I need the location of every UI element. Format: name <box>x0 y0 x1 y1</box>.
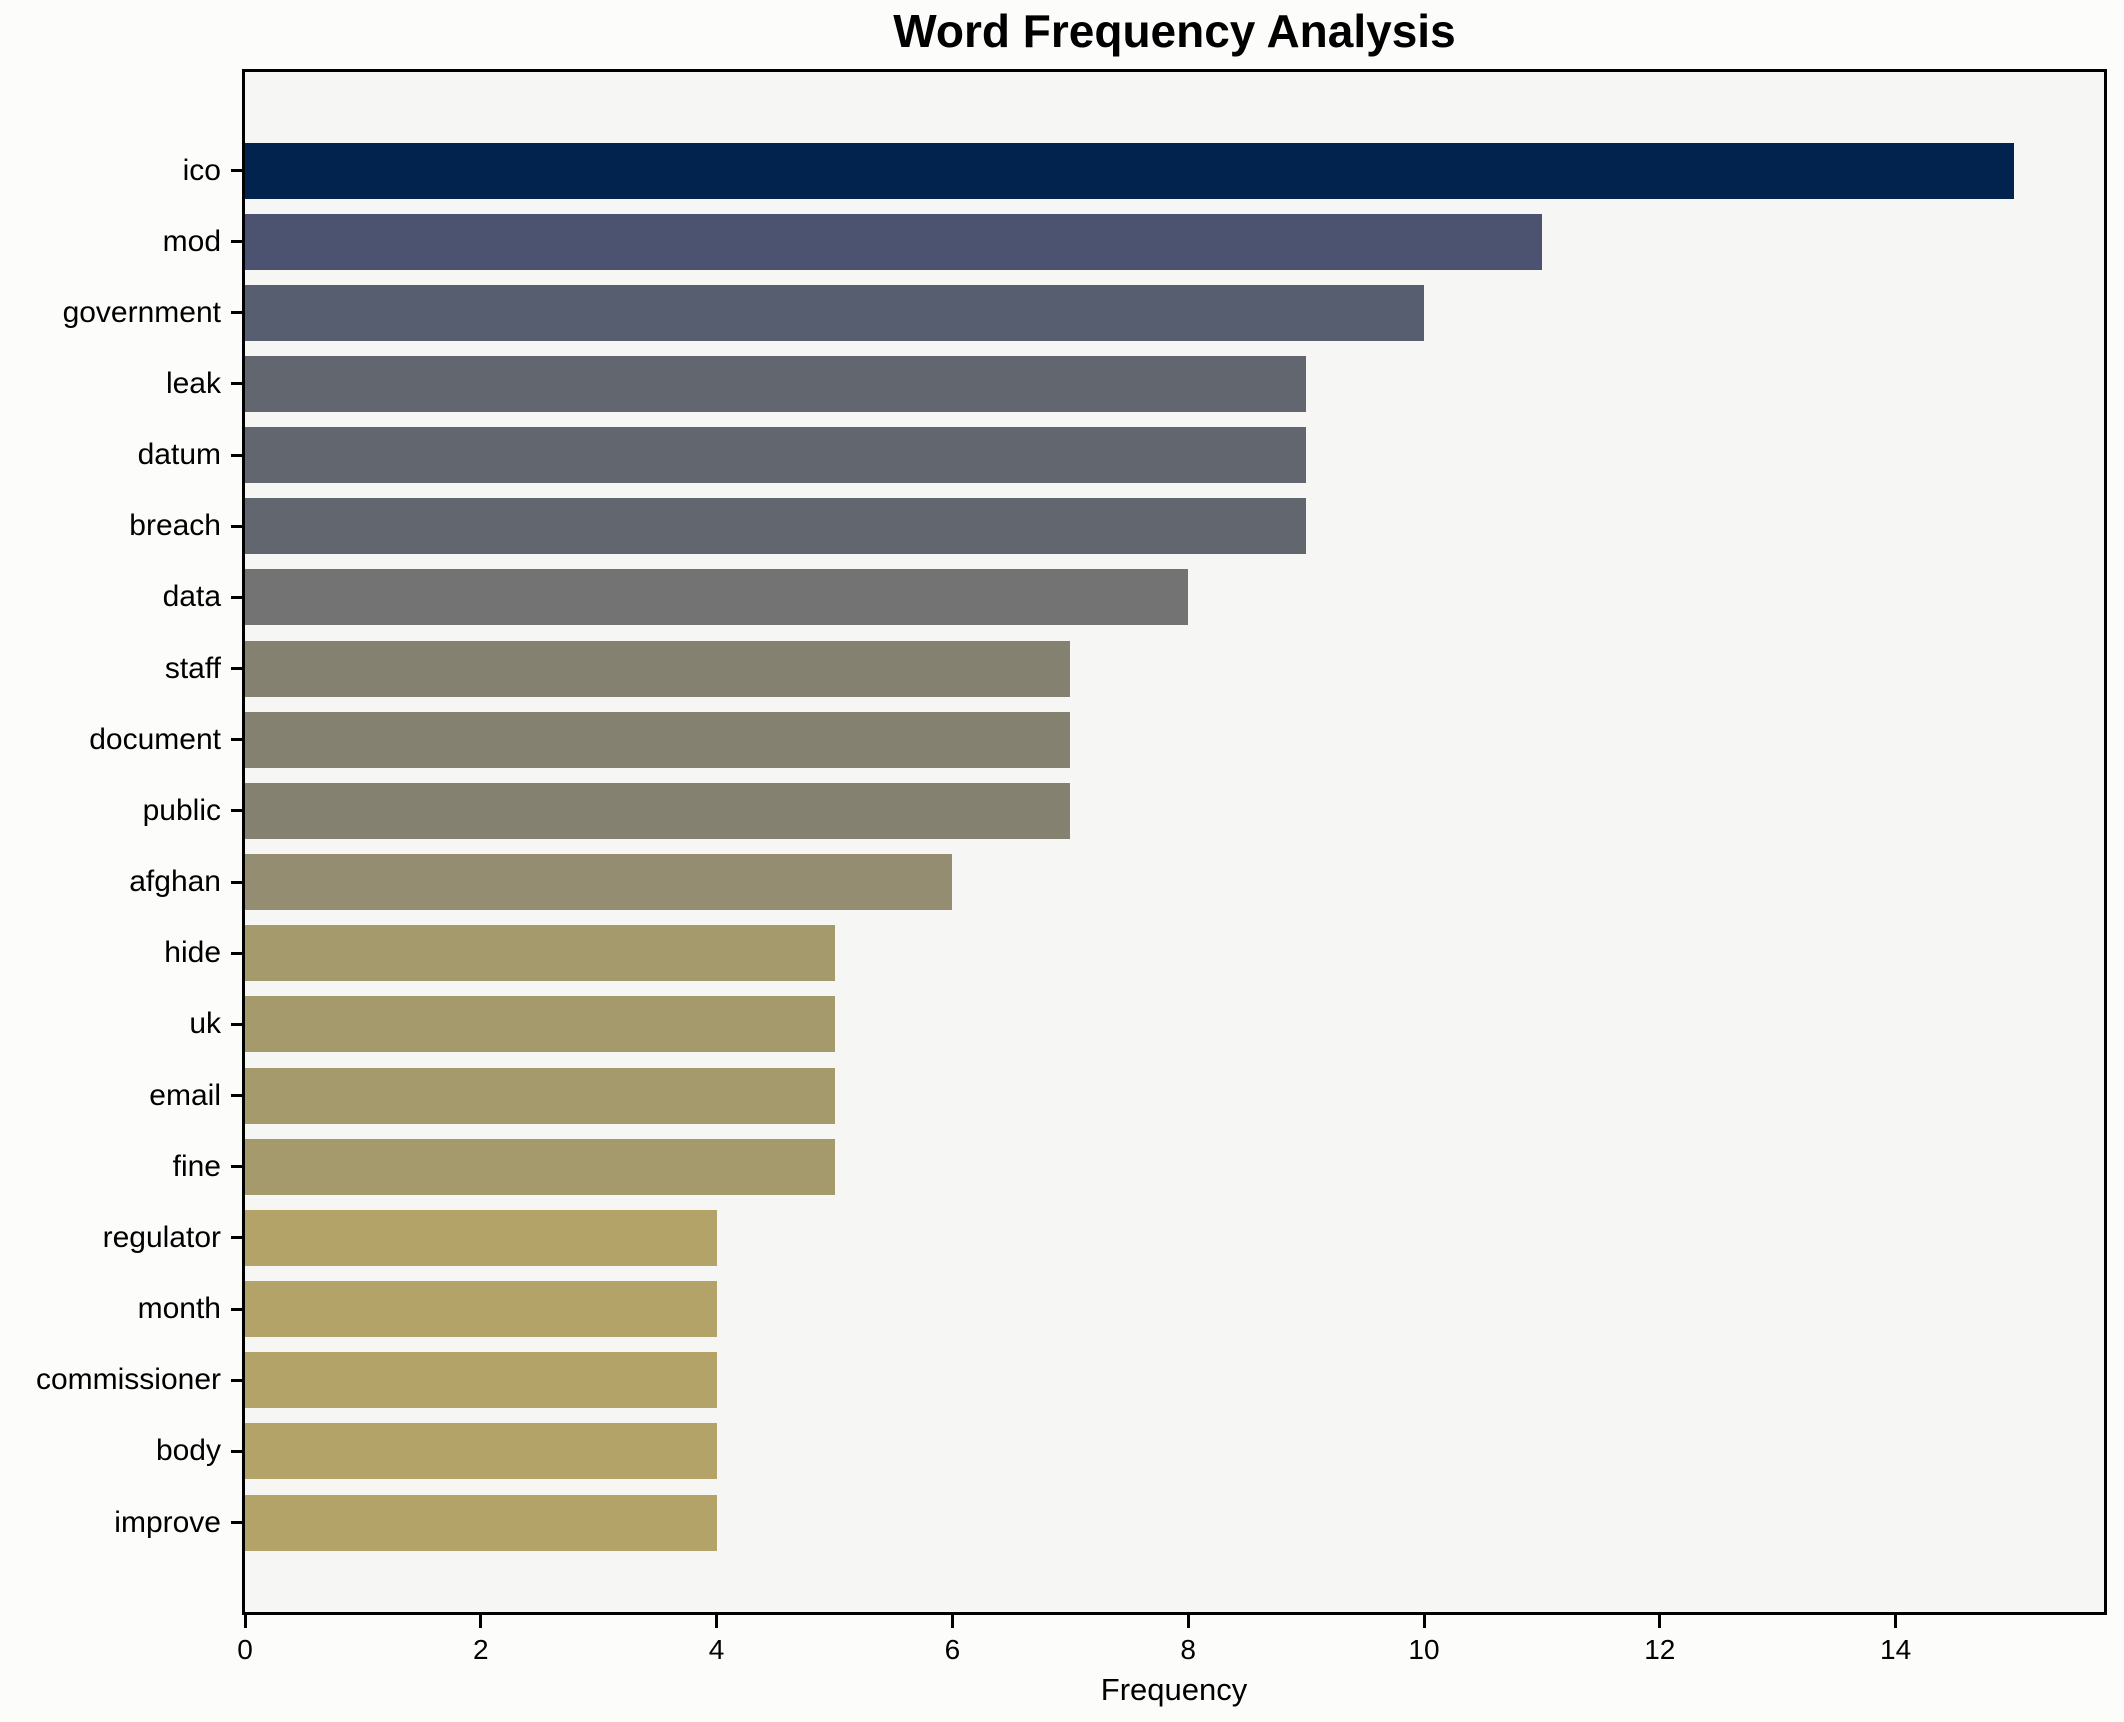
bar-afghan <box>245 854 952 911</box>
bar-document <box>245 711 1070 768</box>
y-tick-label-fine: fine <box>172 1149 221 1183</box>
x-tick <box>479 1615 483 1628</box>
bar-ico <box>245 142 2014 199</box>
bar-body <box>245 1423 717 1480</box>
y-tick <box>231 453 242 457</box>
x-tick-label: 6 <box>944 1634 961 1665</box>
y-tick-label-email: email <box>149 1078 221 1112</box>
x-tick-label: 8 <box>1180 1634 1196 1665</box>
x-tick <box>243 1615 247 1628</box>
y-tick-label-month: month <box>137 1292 221 1326</box>
bar-mod <box>245 213 1542 270</box>
y-tick-label-government: government <box>62 295 221 329</box>
y-tick <box>231 1521 242 1525</box>
bar-datum <box>245 427 1306 484</box>
bar-email <box>245 1067 835 1124</box>
x-tick <box>1186 1615 1190 1628</box>
y-tick-label-afghan: afghan <box>129 865 221 899</box>
y-tick-label-improve: improve <box>114 1505 221 1539</box>
y-tick-label-ico: ico <box>182 153 221 187</box>
x-tick <box>1894 1615 1898 1628</box>
y-tick <box>231 951 242 955</box>
bar-hide <box>245 925 835 982</box>
bar-regulator <box>245 1209 717 1266</box>
x-tick-label: 10 <box>1408 1634 1440 1665</box>
bar-fine <box>245 1138 835 1195</box>
x-tick-label: 12 <box>1644 1634 1676 1665</box>
y-tick-label-document: document <box>89 722 221 756</box>
x-tick <box>715 1615 719 1628</box>
y-tick <box>231 1022 242 1026</box>
x-tick <box>950 1615 954 1628</box>
y-tick <box>231 595 242 599</box>
bar-improve <box>245 1494 717 1551</box>
x-tick-label: 2 <box>473 1634 489 1665</box>
y-tick-label-staff: staff <box>164 651 221 685</box>
bar-government <box>245 284 1424 341</box>
y-tick-label-datum: datum <box>137 438 221 472</box>
bar-data <box>245 569 1188 626</box>
y-tick <box>231 524 242 528</box>
x-axis-label: Frequency <box>1100 1672 1248 1707</box>
bar-uk <box>245 996 835 1053</box>
x-tick <box>1422 1615 1426 1628</box>
y-tick <box>231 1236 242 1240</box>
y-tick-label-breach: breach <box>129 509 221 543</box>
chart-title: Word Frequency Analysis <box>893 5 1456 57</box>
y-tick <box>231 809 242 813</box>
bar-staff <box>245 640 1070 697</box>
y-tick <box>231 738 242 742</box>
y-tick <box>231 382 242 386</box>
y-tick-label-leak: leak <box>165 366 221 400</box>
bar-breach <box>245 498 1306 555</box>
x-tick-label: 0 <box>237 1634 253 1665</box>
y-tick-label-uk: uk <box>189 1007 221 1041</box>
y-tick <box>231 667 242 671</box>
y-tick-label-public: public <box>142 793 221 827</box>
bar-public <box>245 782 1070 839</box>
y-tick <box>231 1165 242 1169</box>
y-tick <box>231 240 242 244</box>
x-tick <box>1658 1615 1662 1628</box>
y-tick <box>231 311 242 315</box>
y-tick <box>231 880 242 884</box>
y-tick <box>231 169 242 172</box>
y-tick <box>231 1378 242 1382</box>
y-tick-label-hide: hide <box>164 936 221 970</box>
y-tick-label-data: data <box>162 580 221 614</box>
x-tick-label: 14 <box>1880 1634 1912 1665</box>
bar-leak <box>245 355 1306 412</box>
y-tick-label-commissioner: commissioner <box>35 1363 221 1397</box>
y-tick-label-mod: mod <box>162 224 221 258</box>
plot-area <box>242 69 2107 1615</box>
x-tick-label: 4 <box>708 1634 725 1665</box>
y-tick-label-body: body <box>155 1434 221 1468</box>
bar-month <box>245 1281 717 1338</box>
bar-commissioner <box>245 1352 717 1409</box>
y-tick <box>231 1094 242 1098</box>
y-tick-label-regulator: regulator <box>102 1220 221 1254</box>
y-tick <box>231 1307 242 1311</box>
y-tick <box>231 1449 242 1453</box>
